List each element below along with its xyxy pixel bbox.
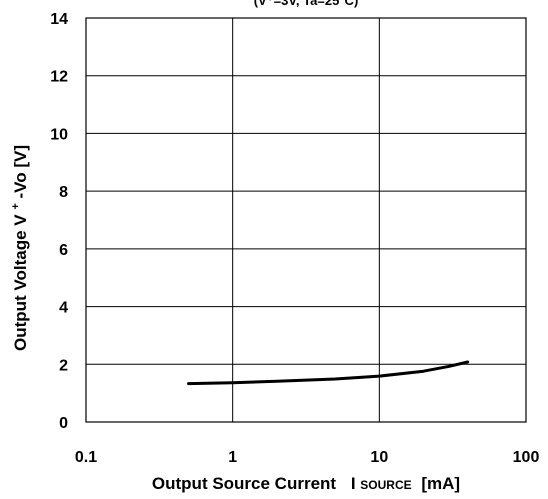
plot-frame: [85, 17, 527, 423]
y-axis-label-sup: +: [10, 203, 22, 209]
x-tick-label: 100: [513, 449, 540, 466]
series-layer: [187, 360, 470, 386]
x-axis-label-unit: [mA]: [421, 474, 460, 493]
x-axis-label-main: Output Source Current: [152, 474, 337, 493]
y-tick-label: 6: [59, 242, 68, 259]
y-tick-label: 10: [50, 126, 68, 143]
x-axis-label-symbol-rest: SOURCE: [360, 478, 411, 492]
series-line: [187, 360, 470, 386]
y-tick-label: 12: [50, 69, 68, 86]
y-tick-label: 2: [59, 357, 68, 374]
x-tick-label: 0.1: [75, 449, 97, 466]
x-axis-label-symbol-first: I: [351, 474, 356, 493]
y-tick-label: 8: [59, 184, 68, 201]
chart-title: (V⁺=3V, Ta=25°C): [254, 0, 359, 8]
x-axis-label: Output Source Current I SOURCE [mA]: [152, 474, 460, 493]
x-tick-label: 10: [370, 449, 388, 466]
x-tick-label: 1: [228, 449, 237, 466]
y-axis-label: Output Voltage V + -Vo [V]: [4, 145, 30, 351]
y-axis-label-prefix: Output Voltage V: [11, 214, 30, 351]
y-tick-label: 14: [50, 11, 68, 28]
y-tick-label: 0: [59, 415, 68, 432]
grid-layer: [85, 17, 527, 423]
y-axis-label-suffix: -Vo [V]: [11, 145, 30, 199]
y-tick-label: 4: [59, 300, 68, 317]
tick-label-layer: 0.1 1 10 100 0 2 4 6 8 10 12 14: [50, 11, 539, 466]
